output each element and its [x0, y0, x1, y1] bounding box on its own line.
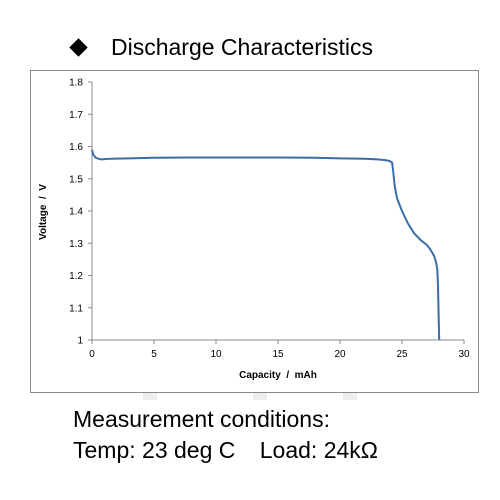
y-tick-label: 1.1 — [69, 303, 83, 314]
x-axis-label: Capacity / mAh — [239, 370, 317, 381]
measurement-conditions: Measurement conditions: Temp: 23 deg C L… — [73, 404, 378, 466]
chart-heading: Discharge Characteristics — [68, 34, 373, 61]
y-tick-label: 1.5 — [69, 174, 83, 185]
temperature-condition: Temp: 23 deg C — [73, 437, 236, 463]
y-tick-labels: 1 1.1 1.2 1.3 1.4 1.5 1.6 1.7 1.8 — [69, 78, 92, 347]
y-tick-label: 1.2 — [69, 271, 83, 282]
x-tick-label: 10 — [210, 349, 222, 360]
y-tick-label: 1 — [77, 336, 83, 347]
x-tick-label: 30 — [458, 349, 470, 360]
conditions-heading: Measurement conditions: — [73, 406, 330, 432]
y-tick-label: 1.8 — [69, 78, 83, 89]
series-line — [91, 149, 441, 341]
x-tick-label: 25 — [396, 349, 408, 360]
y-tick-label: 1.6 — [69, 142, 83, 153]
y-tick-label: 1.3 — [69, 239, 83, 250]
chart-title: Discharge Characteristics — [111, 34, 374, 60]
x-tick-label: 20 — [334, 349, 346, 360]
y-axis-label: Voltage / V — [38, 184, 49, 240]
y-tick-label: 1.7 — [69, 110, 83, 121]
x-tick-label: 0 — [89, 349, 95, 360]
conditions-values: Temp: 23 deg C Load: 24kΩ — [73, 435, 378, 466]
x-tick-labels: 0 5 10 15 20 25 30 — [89, 340, 470, 360]
y-tick-label: 1.4 — [69, 207, 83, 218]
load-condition: Load: 24kΩ — [259, 437, 378, 463]
x-tick-label: 5 — [151, 349, 157, 360]
chart-frame — [30, 70, 479, 393]
x-tick-label: 15 — [272, 349, 284, 360]
